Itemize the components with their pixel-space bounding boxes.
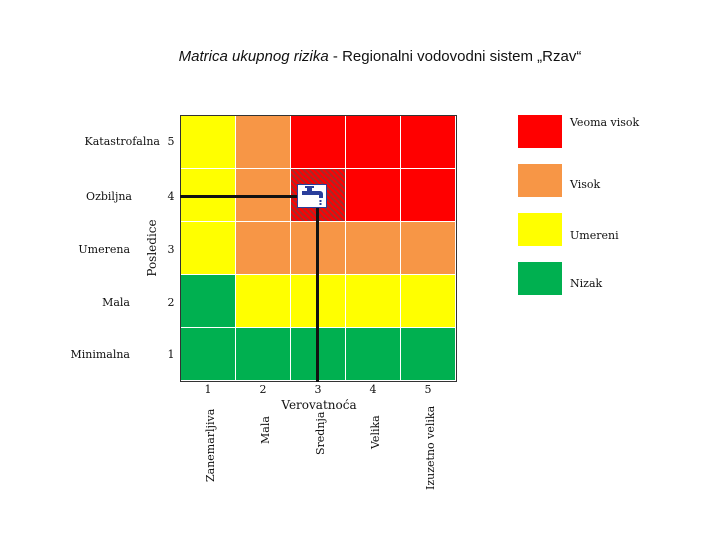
matrix-cell xyxy=(401,222,456,275)
matrix-cell xyxy=(291,116,346,169)
matrix-cell xyxy=(236,275,291,328)
y-axis-title: Posledice xyxy=(145,219,159,277)
probability-number: 1 xyxy=(204,383,212,396)
probability-number: 4 xyxy=(369,383,377,396)
matrix-cell xyxy=(401,328,456,381)
legend-label: Nizak xyxy=(570,277,603,290)
severity-label: Umerena xyxy=(78,243,130,256)
probability-number: 3 xyxy=(314,383,322,396)
matrix-cell xyxy=(346,275,401,328)
legend-label: Visok xyxy=(570,178,601,191)
severity-label: Ozbiljna xyxy=(86,190,132,203)
probability-label: Izuzetno velika xyxy=(424,405,437,490)
probability-label: Srednja xyxy=(314,411,327,455)
legend-swatch-very-high xyxy=(518,115,562,148)
probability-label: Zanemarljiva xyxy=(204,408,217,482)
consequence-guide-line xyxy=(180,195,297,198)
severity-label: Minimalna xyxy=(70,348,130,361)
matrix-cell xyxy=(181,275,236,328)
probability-guide-line xyxy=(316,208,319,382)
legend-label: Veoma visok xyxy=(570,116,640,129)
matrix-cell xyxy=(236,222,291,275)
title-rest: - Regionalni vodovodni sistem „Rzav“ xyxy=(328,48,582,65)
severity-number: 3 xyxy=(167,243,175,256)
matrix-cell xyxy=(236,328,291,381)
x-axis-title: Verovatnoća xyxy=(281,398,357,412)
legend-swatch-low xyxy=(518,262,562,295)
matrix-cell xyxy=(346,169,401,222)
matrix-cell xyxy=(181,222,236,275)
matrix-cell xyxy=(181,116,236,169)
matrix-cell xyxy=(346,328,401,381)
matrix-cell xyxy=(346,222,401,275)
severity-label: Mala xyxy=(102,296,130,309)
legend-swatch-moderate xyxy=(518,213,562,246)
probability-number: 2 xyxy=(259,383,267,396)
severity-number: 5 xyxy=(167,135,175,148)
probability-label: Mala xyxy=(259,416,272,444)
matrix-cell xyxy=(236,116,291,169)
severity-number: 2 xyxy=(167,296,175,309)
matrix-cell xyxy=(401,169,456,222)
matrix-cell xyxy=(401,275,456,328)
faucet-icon xyxy=(297,184,327,208)
title-italic: Matrica ukupnog rizika xyxy=(178,48,329,65)
legend-swatch-high xyxy=(518,164,562,197)
matrix-cell xyxy=(401,116,456,169)
matrix-cell xyxy=(181,328,236,381)
severity-number: 1 xyxy=(167,348,175,361)
matrix-cell xyxy=(346,116,401,169)
page-title: Matrica ukupnog rizika - Regionalni vodo… xyxy=(0,48,720,65)
probability-label: Velika xyxy=(369,415,382,449)
severity-label: Katastrofalna xyxy=(84,135,161,148)
legend-label: Umereni xyxy=(570,229,619,242)
severity-number: 4 xyxy=(167,190,175,203)
probability-number: 5 xyxy=(424,383,432,396)
